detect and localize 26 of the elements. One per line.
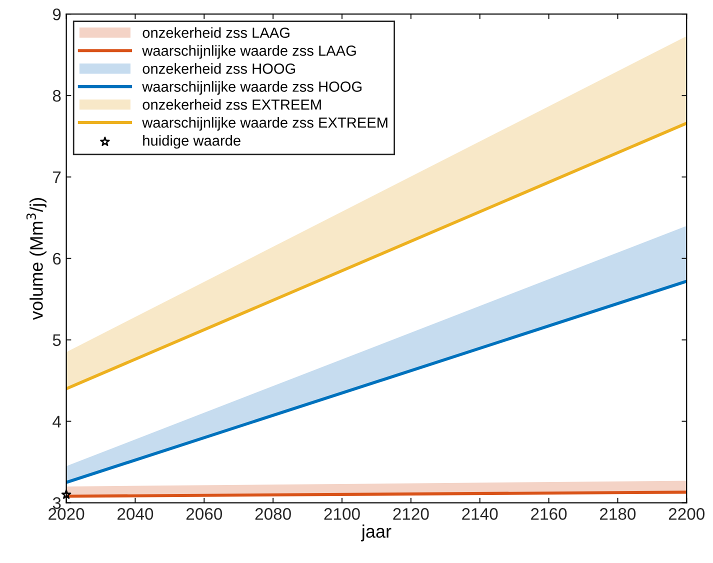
legend-label: huidige waarde bbox=[143, 135, 240, 149]
y-tick-label: 3 bbox=[52, 497, 61, 509]
x-tick-label: 2160 bbox=[531, 508, 567, 520]
x-tick-label: 2180 bbox=[600, 508, 636, 520]
x-tick-label: 2080 bbox=[255, 508, 291, 520]
y-axis-title: volume (Mm$^{3}$/j) bbox=[26, 198, 46, 320]
x-tick-label: 2060 bbox=[186, 508, 222, 520]
x-axis-title: jaar bbox=[360, 524, 392, 542]
y-tick-label: 9 bbox=[52, 8, 61, 20]
y-tick-label: 8 bbox=[52, 90, 61, 102]
x-tick-label: 2040 bbox=[118, 508, 154, 520]
legend-label: waarschijnlijke waarde zss HOOG bbox=[142, 81, 362, 95]
legend-label: onzekerheid zss LAAG bbox=[142, 27, 290, 38]
y-tick-label: 5 bbox=[52, 334, 61, 346]
x-tick-label: 2100 bbox=[324, 508, 360, 520]
y-tick-label: 4 bbox=[52, 416, 61, 428]
legend-label: onzekerheid zss EXTREEM bbox=[142, 99, 321, 110]
x-tick-label: 2200 bbox=[668, 508, 705, 520]
y-tick-label: 6 bbox=[53, 252, 61, 265]
y-tick-label: 7 bbox=[53, 172, 61, 184]
legend-label: onzekerheid zss HOOG bbox=[142, 63, 296, 74]
legend-label: waarschijnlijke waarde zss LAAG bbox=[142, 45, 356, 59]
x-tick-label: 2140 bbox=[462, 508, 498, 520]
x-tick-label: 2120 bbox=[393, 508, 429, 520]
x-tick-label: 2020 bbox=[48, 508, 84, 520]
legend-label: waarschijnlijke waarde zss EXTREEM bbox=[142, 117, 388, 131]
